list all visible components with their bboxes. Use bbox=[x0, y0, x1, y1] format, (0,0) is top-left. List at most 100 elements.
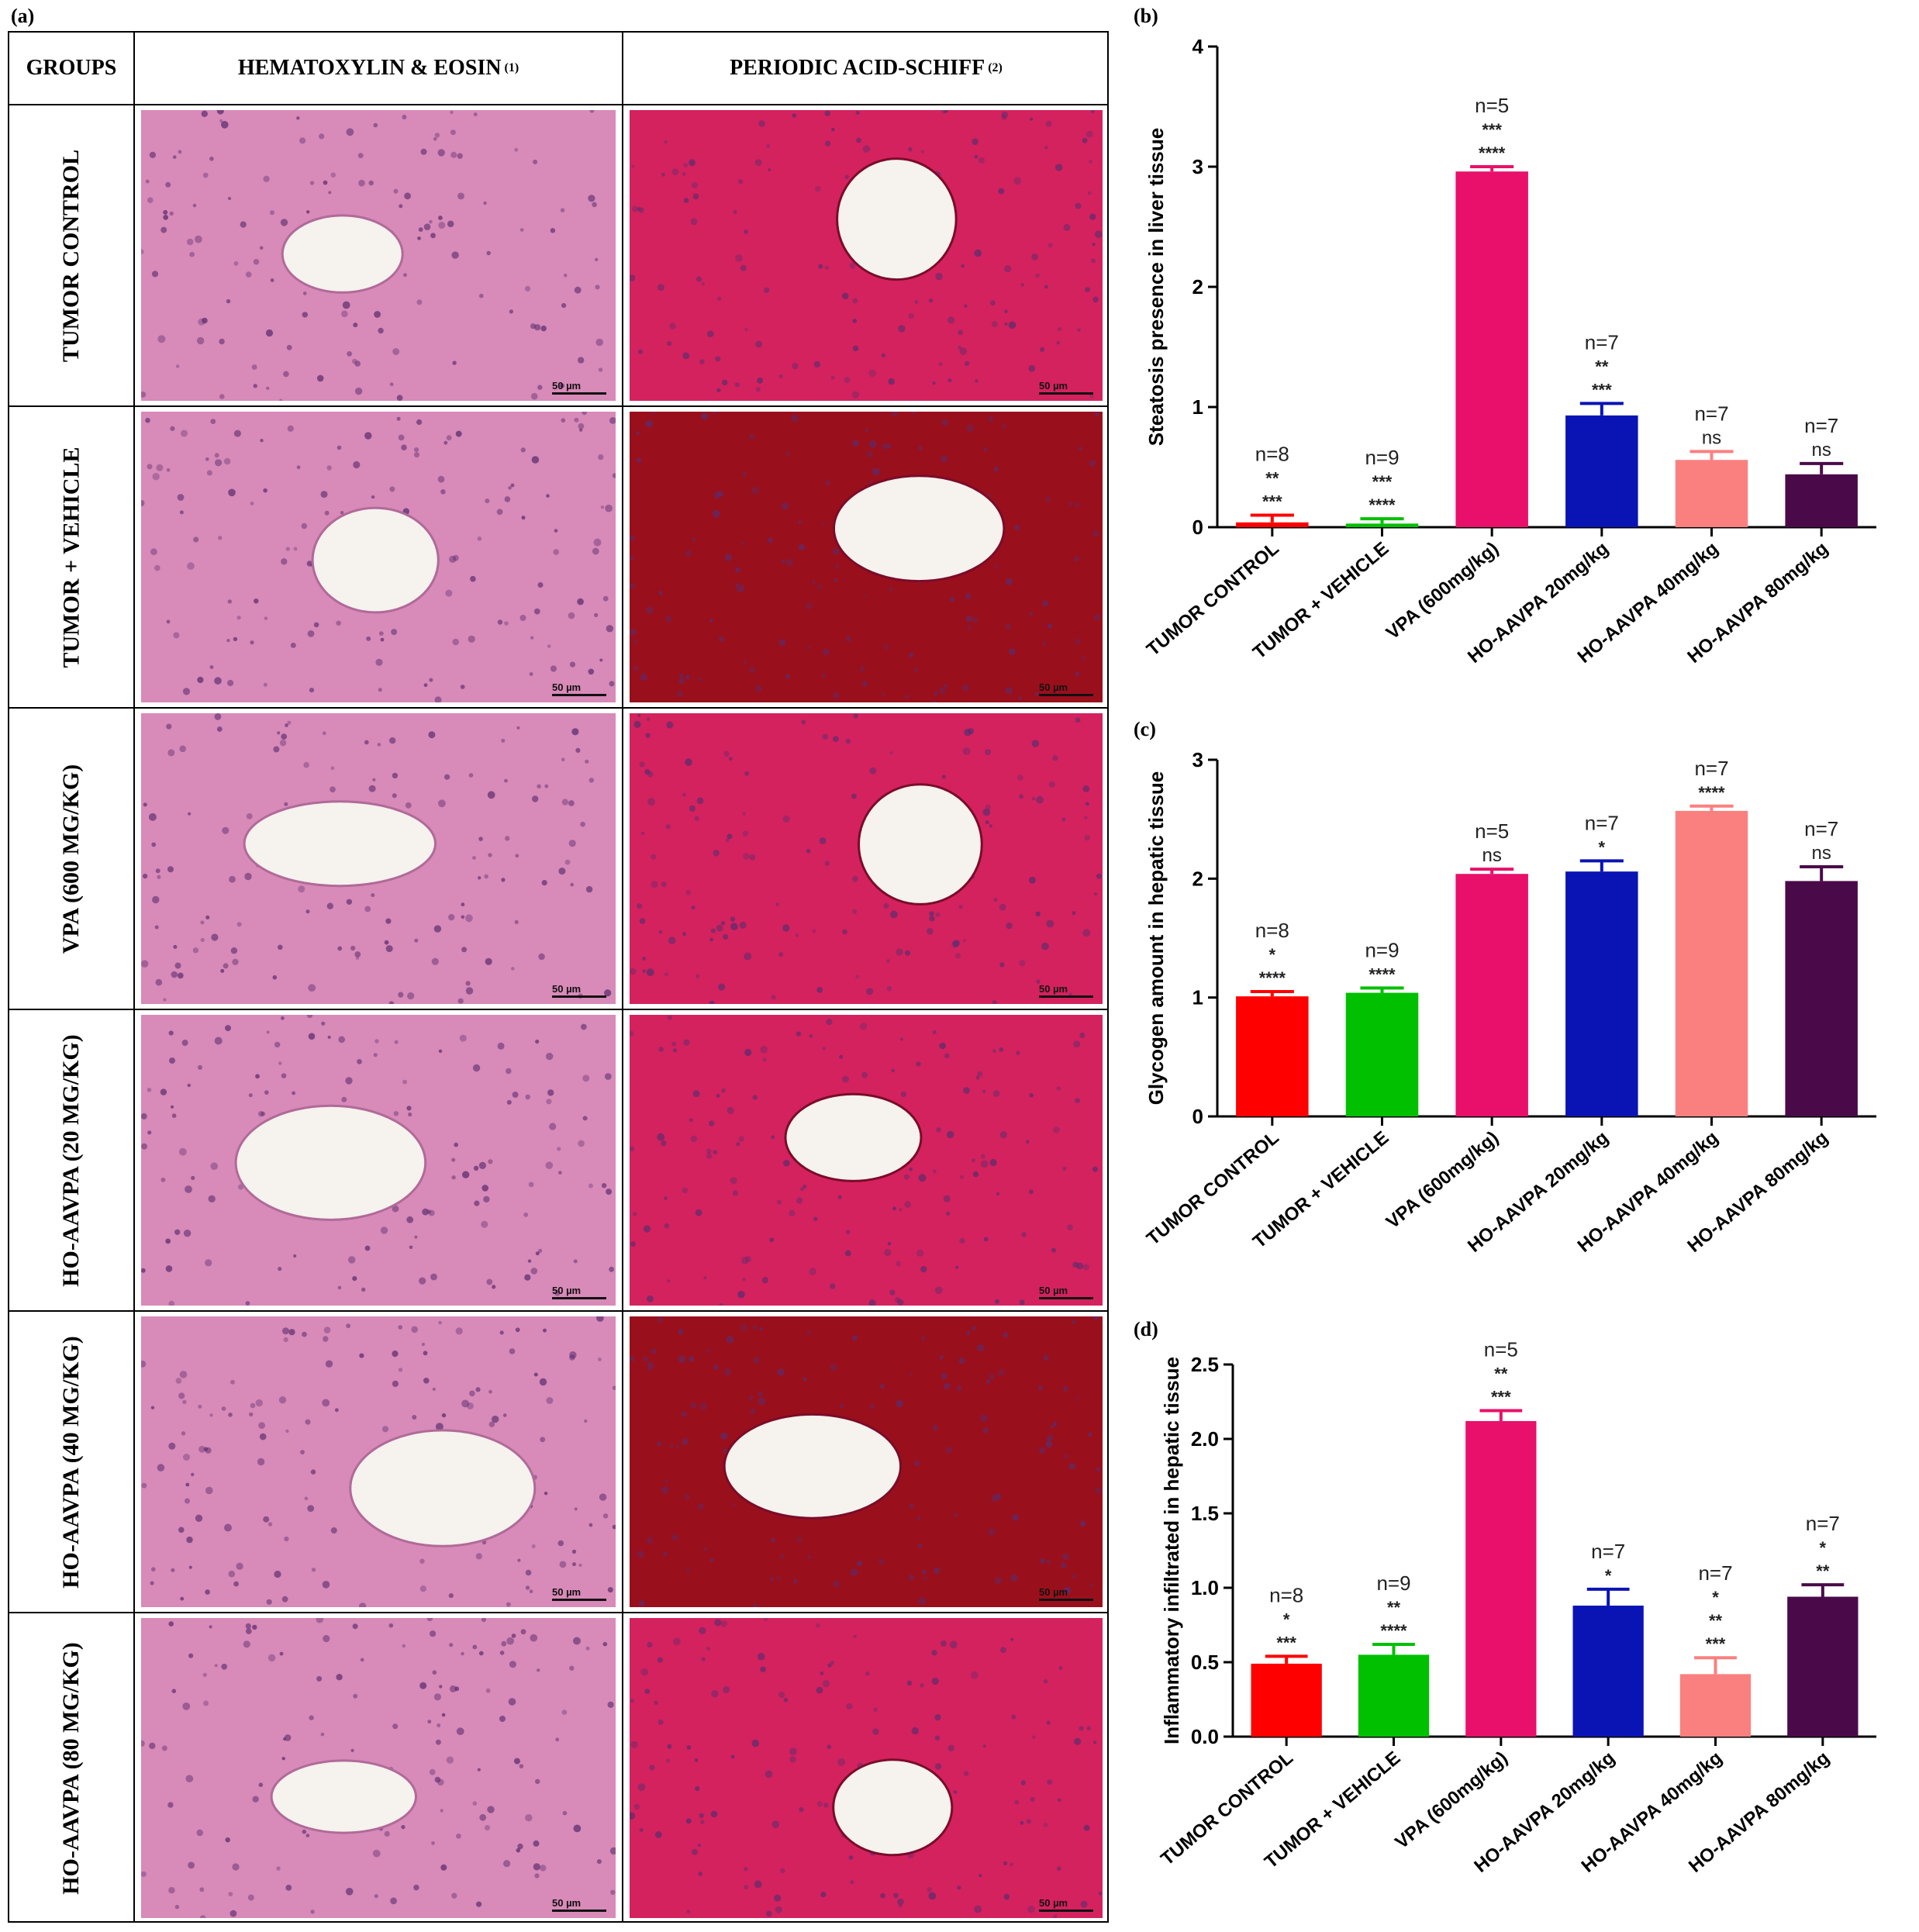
scale-bar: 50 µm bbox=[552, 380, 606, 395]
panel-label-a: (a) bbox=[11, 5, 35, 27]
he-micrograph-4: 50 µm bbox=[141, 1015, 616, 1306]
significance-label: * bbox=[1820, 1538, 1827, 1558]
y-tick-label: 0.0 bbox=[1191, 1725, 1219, 1748]
sample-size-label: n=9 bbox=[1365, 938, 1399, 961]
groups-header: GROUPS bbox=[9, 33, 133, 104]
y-tick-label: 2.0 bbox=[1191, 1427, 1219, 1451]
sample-size-label: n=7 bbox=[1694, 757, 1728, 780]
scale-bar: 50 µm bbox=[1039, 380, 1093, 395]
bar bbox=[1455, 171, 1528, 527]
significance-label: * bbox=[1605, 1566, 1612, 1585]
chart-d: 0.0 0.5 1.0 1.5 2.0 2.5 Inflammatory infiltrat… bbox=[1117, 1333, 1907, 1930]
significance-label: ns bbox=[1702, 427, 1721, 448]
panel-label-b: (b) bbox=[1134, 5, 1158, 27]
scale-bar: 50 µm bbox=[552, 983, 606, 998]
histology-table: GROUPS HEMATOXYLIN & EOSIN (1) PERIODIC A… bbox=[8, 31, 1109, 1923]
y-tick-label: 1 bbox=[1192, 395, 1203, 419]
y-tick-label: 2 bbox=[1192, 275, 1203, 298]
sample-size-label: n=7 bbox=[1591, 1540, 1625, 1563]
bar bbox=[1345, 523, 1419, 527]
chart-b: 0 1 2 3 4 Steatosis presence in liver tissue T… bbox=[1117, 23, 1907, 706]
row-label-hoaavpa-20: HO-AAVPA (20 MG/KG) bbox=[9, 1010, 133, 1310]
pas-micrograph-3: 50 µm bbox=[630, 713, 1103, 1004]
chart-d-svg: 0.0 0.5 1.0 1.5 2.0 2.5 Inflammatory infiltrat… bbox=[1157, 1338, 1876, 1877]
scale-bar: 50 µm bbox=[552, 681, 606, 696]
significance-label: ns bbox=[1811, 843, 1831, 864]
y-tick-label: 1 bbox=[1192, 986, 1203, 1009]
scale-bar: 50 µm bbox=[1039, 1897, 1093, 1912]
scale-bar: 50 µm bbox=[1039, 681, 1093, 696]
x-tick-label: VPA (600mg/kg) bbox=[1382, 1127, 1503, 1233]
x-tick-label: VPA (600mg/kg) bbox=[1391, 1747, 1511, 1853]
bar bbox=[1675, 810, 1748, 1116]
bar bbox=[1675, 460, 1748, 527]
he-micrograph-1: 50 µm bbox=[141, 110, 616, 401]
he-micrograph-3: 50 µm bbox=[141, 713, 616, 1004]
significance-label: **** bbox=[1368, 964, 1396, 984]
pas-header-sup: (2) bbox=[988, 61, 1003, 74]
y-axis-title: Steatosis presence in liver tissue bbox=[1144, 128, 1168, 446]
scale-bar: 50 µm bbox=[1039, 983, 1093, 998]
sample-size-label: n=9 bbox=[1376, 1571, 1410, 1595]
bar bbox=[1572, 1606, 1644, 1737]
bar bbox=[1787, 1596, 1859, 1737]
significance-label: *** bbox=[1276, 1633, 1296, 1652]
he-micrograph-6: 50 µm bbox=[141, 1618, 616, 1918]
significance-label: * bbox=[1269, 945, 1276, 964]
pas-micrograph-5: 50 µm bbox=[630, 1316, 1103, 1607]
sample-size-label: n=5 bbox=[1475, 94, 1509, 117]
bar bbox=[1236, 996, 1309, 1116]
bar bbox=[1251, 1663, 1322, 1737]
y-axis-title: Inflammatory infiltrated in hepatic tiss… bbox=[1160, 1357, 1183, 1744]
significance-label: * bbox=[1283, 1609, 1290, 1629]
significance-label: **** bbox=[1368, 495, 1396, 515]
scale-bar: 50 µm bbox=[552, 1897, 606, 1912]
sample-size-label: n=7 bbox=[1694, 402, 1728, 425]
pas-micrograph-2: 50 µm bbox=[630, 412, 1103, 702]
significance-label: *** bbox=[1262, 492, 1282, 512]
y-tick-label: 0 bbox=[1192, 1105, 1203, 1128]
sample-size-label: n=7 bbox=[1806, 1512, 1840, 1535]
sample-size-label: n=7 bbox=[1585, 811, 1619, 834]
significance-label: ** bbox=[1265, 469, 1279, 488]
sample-size-label: n=5 bbox=[1475, 819, 1509, 843]
significance-label: **** bbox=[1380, 1621, 1407, 1640]
significance-label: **** bbox=[1698, 783, 1725, 802]
sample-size-label: n=8 bbox=[1269, 1583, 1303, 1606]
he-header: HEMATOXYLIN & EOSIN (1) bbox=[135, 33, 622, 104]
row-label-tumor-control: TUMOR CONTROL bbox=[9, 105, 133, 405]
row-label-text: HO-AAVPA (80 MG/KG) bbox=[58, 1641, 85, 1895]
y-tick-label: 0 bbox=[1192, 516, 1203, 539]
significance-label: * bbox=[1599, 837, 1606, 857]
bar bbox=[1236, 522, 1309, 527]
significance-label: **** bbox=[1259, 968, 1286, 988]
y-tick-label: 1.0 bbox=[1191, 1576, 1219, 1599]
row-label-text: VPA (600 MG/KG) bbox=[58, 764, 85, 954]
y-tick-label: 3 bbox=[1192, 748, 1203, 771]
y-tick-label: 0.5 bbox=[1191, 1651, 1219, 1674]
row-label-hoaavpa-80: HO-AAVPA (80 MG/KG) bbox=[9, 1613, 133, 1923]
pas-header-text: PERIODIC ACID-SCHIFF bbox=[730, 56, 985, 80]
scale-bar: 50 µm bbox=[1039, 1586, 1093, 1601]
y-tick-label: 4 bbox=[1192, 35, 1204, 58]
y-tick-label: 2 bbox=[1192, 867, 1203, 890]
sample-size-label: n=8 bbox=[1255, 443, 1289, 466]
bar bbox=[1565, 415, 1638, 527]
sample-size-label: n=9 bbox=[1365, 446, 1399, 469]
chart-c: 0 1 2 3 Glycogen amount in hepatic tissue TUM… bbox=[1117, 737, 1907, 1318]
bar bbox=[1785, 881, 1858, 1116]
sample-size-label: n=7 bbox=[1698, 1561, 1732, 1585]
he-header-sup: (1) bbox=[504, 61, 519, 74]
y-axis-title: Glycogen amount in hepatic tissue bbox=[1144, 771, 1168, 1106]
sample-size-label: n=7 bbox=[1585, 330, 1619, 354]
y-tick-label: 2.5 bbox=[1191, 1353, 1219, 1376]
significance-label: **** bbox=[1479, 143, 1506, 163]
sample-size-label: n=5 bbox=[1484, 1338, 1518, 1361]
row-label-text: TUMOR CONTROL bbox=[58, 149, 84, 362]
pas-micrograph-1: 50 µm bbox=[630, 110, 1103, 401]
pas-micrograph-4: 50 µm bbox=[630, 1015, 1103, 1306]
sample-size-label: n=7 bbox=[1804, 817, 1838, 840]
significance-label: *** bbox=[1372, 472, 1393, 492]
